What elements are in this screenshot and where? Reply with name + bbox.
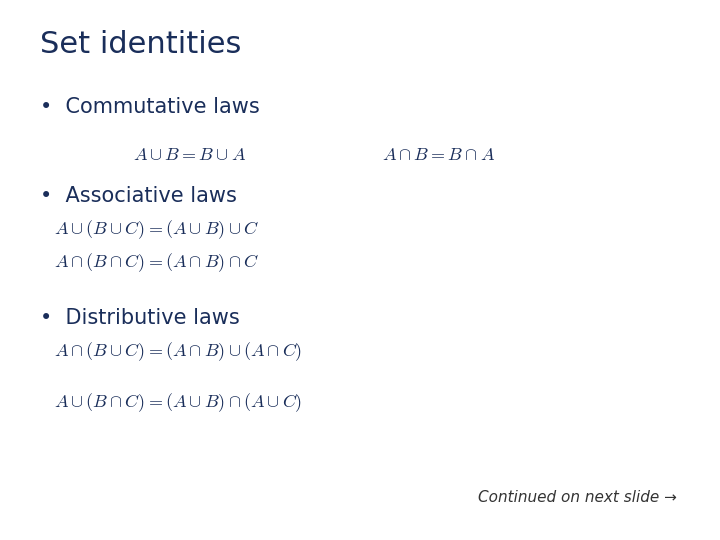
- Text: Continued on next slide →: Continued on next slide →: [478, 490, 677, 505]
- Text: Set identities: Set identities: [40, 30, 241, 59]
- Text: •  Associative laws: • Associative laws: [40, 186, 236, 206]
- Text: $A \cap (B \cap C) = (A \cap B) \cap C$: $A \cap (B \cap C) = (A \cap B) \cap C$: [54, 251, 259, 274]
- Text: $A \cap B = B \cap A$: $A \cap B = B \cap A$: [382, 146, 495, 164]
- Text: $A \cup B = B \cup A$: $A \cup B = B \cup A$: [133, 146, 246, 164]
- Text: •  Commutative laws: • Commutative laws: [40, 97, 259, 117]
- Text: $A \cup (B \cup C) = (A \cup B) \cup C$: $A \cup (B \cup C) = (A \cup B) \cup C$: [54, 219, 259, 241]
- Text: $A \cup (B \cap C) = (A \cup B) \cap (A \cup C)$: $A \cup (B \cap C) = (A \cup B) \cap (A …: [54, 392, 302, 414]
- Text: •  Distributive laws: • Distributive laws: [40, 308, 239, 328]
- Text: $A \cap (B \cup C) = (A \cap B) \cup (A \cap C)$: $A \cap (B \cup C) = (A \cap B) \cup (A …: [54, 340, 302, 363]
